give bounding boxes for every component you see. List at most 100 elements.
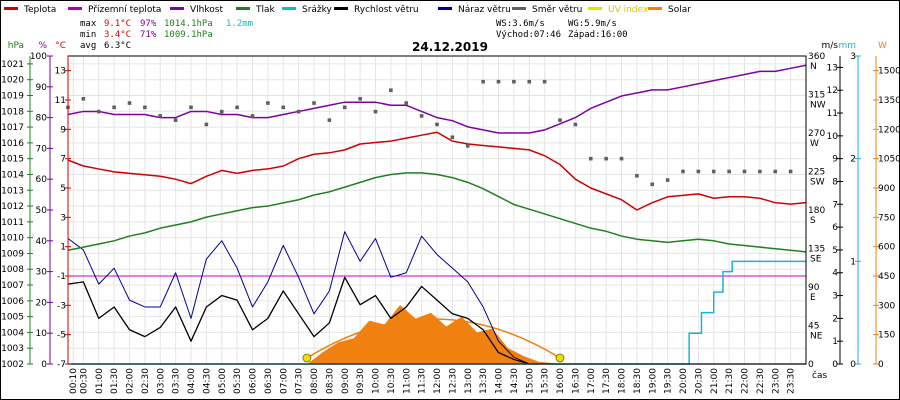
wind-direction-point — [711, 169, 716, 174]
axis-percent-label: % — [38, 41, 47, 51]
stat-min-hum: 71% — [140, 30, 157, 40]
wind-direction-point — [788, 169, 793, 174]
wind-direction-point — [342, 105, 347, 110]
axis-watt-label: W — [878, 41, 887, 51]
axis-direction-degree: 90 — [808, 283, 820, 293]
axis-percent-tick-label: 40 — [36, 237, 48, 247]
axis-ms-tick-label: 2 — [832, 314, 838, 324]
axis-hpa-tick-label: 1012 — [1, 202, 24, 212]
axis-direction-degree: 0 — [808, 360, 814, 370]
wind-direction-point — [512, 79, 516, 84]
wind-direction-point — [81, 96, 86, 101]
axis-direction-compass: S — [810, 216, 816, 226]
chart-date: 24.12.2019 — [412, 40, 488, 54]
x-tick-label: 00:30 — [79, 368, 89, 394]
axis-hpa-tick-label: 1017 — [1, 123, 24, 133]
legend: Teplota Přízemní teplota Vlhkost Tlak Srážky… — [4, 5, 691, 15]
axis-ms-tick-label: 5 — [832, 246, 838, 256]
wind-direction-point — [527, 79, 532, 84]
axes: 00:10 00:30 01:00 01:30 02:00 02:30 03:00 03:30… — [1, 41, 900, 394]
axis-ms-tick-label: 11 — [827, 109, 838, 119]
x-tick-label: 12:00 — [433, 368, 443, 394]
wind-direction-point — [481, 79, 485, 84]
axis-percent-tick-label: 60 — [36, 175, 48, 185]
wind-direction-point — [665, 178, 670, 182]
wind-direction-point — [266, 101, 270, 105]
wind-direction-point — [312, 101, 316, 105]
legend-label-6: Náraz větru — [458, 5, 511, 15]
axis-ms-tick-label: 10 — [827, 132, 839, 142]
wind-direction-point — [419, 114, 424, 118]
axis-percent-tick-label: 80 — [36, 114, 48, 124]
axis-percent-tick-label: 100 — [30, 52, 47, 62]
stat-wg: WG:5.9m/s — [568, 19, 617, 29]
x-tick-label: 23:30 — [787, 368, 797, 394]
axis-percent-tick-label: 0 — [41, 360, 47, 370]
wind-direction-point — [742, 169, 747, 174]
x-tick-label: 13:30 — [479, 368, 489, 394]
x-tick-label: 09:00 — [341, 368, 351, 394]
wind-direction-point — [604, 156, 608, 161]
wind-direction-point — [727, 169, 731, 174]
x-tick-label: 00:10 — [69, 368, 79, 394]
axis-watt-tick-label: 600 — [878, 243, 895, 253]
axis-ms-tick-label: 12 — [827, 86, 838, 96]
axis-hpa-label: hPa — [8, 41, 24, 51]
axis-percent-tick-label: 10 — [36, 329, 48, 339]
axis-direction-compass: E — [810, 293, 816, 303]
axis-ms-tick-label: 0 — [832, 360, 838, 370]
axis-direction-degree: 270 — [808, 129, 825, 139]
axis-direction-degree: 315 — [808, 91, 825, 101]
axis-direction-degree: 45 — [808, 322, 819, 332]
x-tick-label: 07:30 — [295, 368, 305, 394]
axis-direction-degree: 225 — [808, 168, 825, 178]
x-tick-label: 13:00 — [464, 368, 474, 394]
legend-swatch-4 — [282, 7, 296, 10]
legend-label-8: UV index — [608, 5, 649, 15]
legend-swatch-8 — [588, 7, 602, 10]
stat-ws: WS:3.6m/s — [496, 19, 545, 29]
x-tick-label: 17:30 — [602, 368, 612, 394]
axis-celsius-tick-label: 13 — [55, 67, 66, 77]
axis-direction-compass: NW — [810, 101, 826, 111]
axis-ms-tick-label: 4 — [832, 269, 838, 279]
axis-hpa-tick-label: 1006 — [1, 297, 24, 307]
x-axis-label: čas — [812, 370, 827, 381]
axis-direction-compass: SE — [810, 255, 822, 265]
x-tick-label: 06:00 — [249, 368, 259, 394]
wind-direction-point — [465, 144, 470, 148]
x-tick-label: 22:00 — [741, 368, 751, 394]
wind-direction-point — [127, 101, 132, 105]
wind-direction-point — [204, 122, 209, 127]
x-tick-label: 16:00 — [556, 368, 566, 394]
stat-sunrise: Východ:07:46 — [496, 30, 561, 40]
wind-direction-point — [681, 169, 685, 174]
stat-sunset: Západ:16:00 — [568, 30, 628, 40]
axis-ms-tick-label: 8 — [832, 177, 838, 187]
legend-swatch-3 — [236, 7, 250, 10]
axis-mm-tick-label: 2 — [850, 155, 856, 165]
plot-area — [66, 55, 807, 365]
axis-watt-tick-label: 0 — [878, 360, 884, 370]
axis-celsius-tick-label: -1 — [57, 272, 66, 282]
axis-percent-tick-label: 20 — [36, 298, 48, 308]
axis-hpa-tick-label: 1014 — [1, 170, 24, 180]
wind-direction-point — [219, 109, 224, 114]
axis-celsius-tick-label: 3 — [60, 213, 66, 223]
stat-avg-temp: 6.3°C — [104, 41, 131, 51]
x-tick-label: 08:30 — [325, 368, 335, 394]
legend-label-9: Solar — [668, 5, 691, 15]
x-tick-label: 15:30 — [541, 368, 551, 394]
stat-max-hum: 97% — [140, 19, 157, 29]
legend-label-4: Srážky — [302, 5, 333, 15]
wind-direction-point — [327, 118, 332, 122]
axis-hpa-tick-label: 1002 — [1, 360, 24, 370]
axis-hpa-tick-label: 1009 — [1, 249, 24, 259]
axis-hpa-tick-label: 1003 — [1, 344, 24, 354]
axis-hpa-tick-label: 1021 — [1, 60, 24, 70]
wind-direction-point — [389, 88, 393, 93]
stat-min-press: 1009.1hPa — [164, 30, 213, 40]
wind-direction-point — [758, 169, 762, 174]
stat-avg-label: avg — [80, 41, 96, 51]
axis-celsius-tick-label: -7 — [57, 360, 66, 370]
